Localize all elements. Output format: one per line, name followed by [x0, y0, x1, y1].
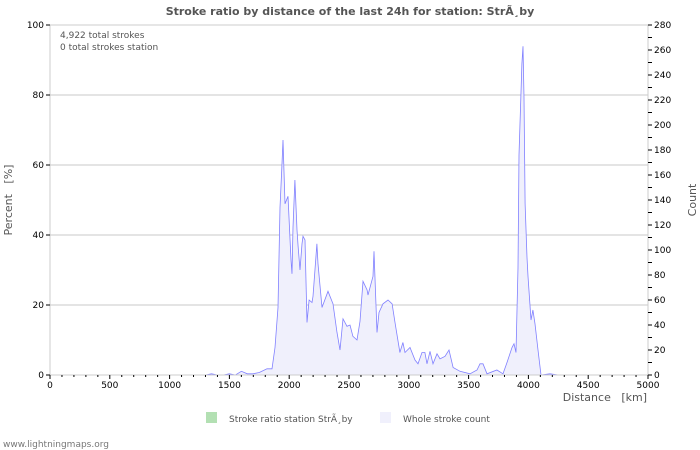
legend-swatch-count — [380, 412, 391, 423]
y-right-tick-label: 240 — [654, 71, 671, 81]
x-tick-label: 0 — [47, 381, 53, 391]
y-right-axis-label: Count — [686, 183, 699, 216]
legend-label-count[interactable]: Whole stroke count — [403, 415, 490, 425]
chart-title: Stroke ratio by distance of the last 24h… — [166, 5, 535, 18]
y-right-tick-label: 260 — [654, 46, 671, 56]
y-right-tick-label: 220 — [654, 96, 671, 106]
y-left-tick-label: 40 — [33, 231, 45, 241]
y-left-axis-label: Percent [%] — [2, 165, 15, 236]
legend-swatch-ratio — [206, 412, 217, 423]
plot-frame — [49, 24, 649, 376]
y-left-tick-label: 100 — [27, 21, 44, 31]
y-right-tick-label: 280 — [654, 21, 671, 31]
gridlines — [50, 94, 648, 306]
y-right-tick-label: 0 — [654, 371, 660, 381]
x-tick-label: 2500 — [338, 381, 361, 391]
x-axis-label: Distance [km] — [563, 391, 647, 404]
x-tick-label: 3000 — [397, 381, 420, 391]
x-tick-label: 500 — [101, 381, 118, 391]
y-right-tick-label: 60 — [654, 296, 666, 306]
y-right-tick-label: 100 — [654, 246, 671, 256]
y-left-tick-label: 0 — [38, 371, 44, 381]
footer-credit[interactable]: www.lightningmaps.org — [3, 440, 109, 450]
x-tick-label: 4000 — [517, 381, 540, 391]
whole-stroke-count-area — [205, 46, 649, 376]
x-tick-label: 3500 — [457, 381, 480, 391]
y-right-tick-label: 80 — [654, 271, 666, 281]
whole-stroke-count-line — [205, 46, 648, 376]
x-tick-label: 1500 — [218, 381, 241, 391]
annotation-total-strokes: 4,922 total strokes — [60, 31, 145, 41]
x-tick-label: 1000 — [158, 381, 181, 391]
y-right-tick-label: 40 — [654, 321, 666, 331]
annotation-station-strokes: 0 total strokes station — [60, 43, 158, 53]
x-tick-label: 2000 — [278, 381, 301, 391]
y-right-tick-label: 200 — [654, 121, 671, 131]
series-area — [205, 46, 649, 376]
y-right-tick-label: 180 — [654, 146, 671, 156]
y-left-tick-label: 60 — [33, 161, 45, 171]
y-right-tick-label: 20 — [654, 346, 666, 356]
x-tick-label: 4500 — [577, 381, 600, 391]
y-left-tick-label: 20 — [33, 301, 45, 311]
y-right-tick-label: 160 — [654, 171, 671, 181]
legend-label-ratio[interactable]: Stroke ratio station StrÃ¸by — [229, 414, 353, 425]
y-right-tick-label: 120 — [654, 221, 671, 231]
y-right-tick-label: 140 — [654, 196, 671, 206]
axes: 0204060801000204060801001201401601802002… — [27, 21, 672, 391]
x-tick-label: 5000 — [637, 381, 660, 391]
y-left-tick-label: 80 — [33, 91, 45, 101]
